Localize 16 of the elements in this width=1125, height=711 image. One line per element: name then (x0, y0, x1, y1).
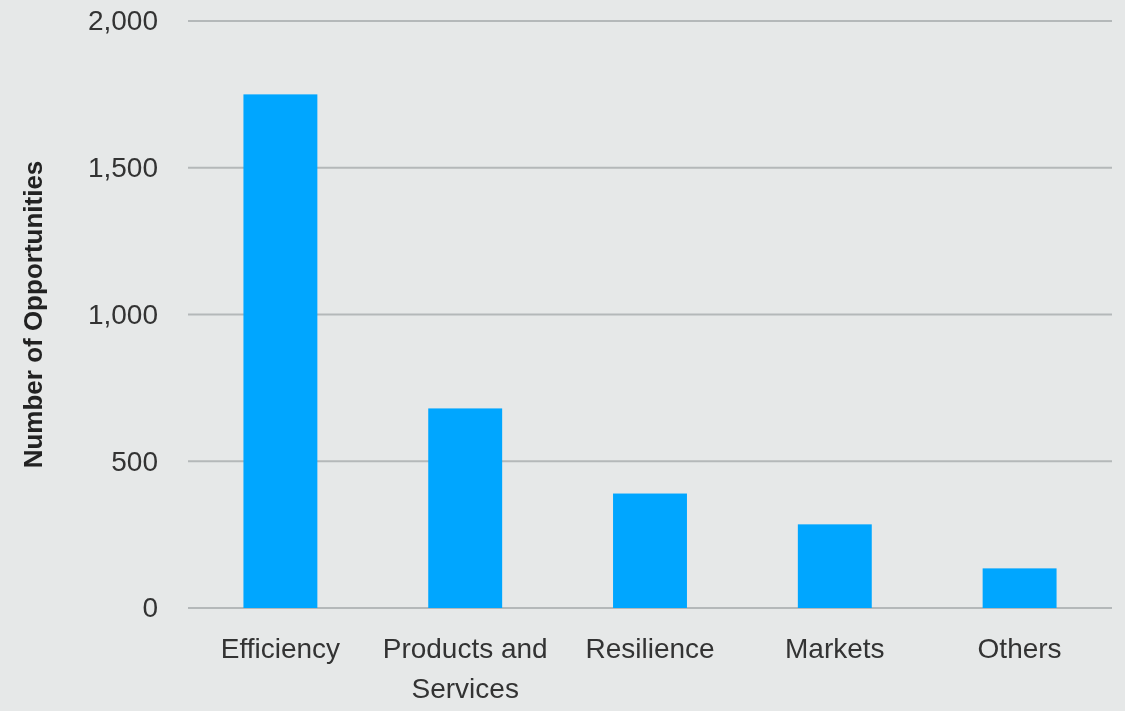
x-tick-label: Resilience (585, 632, 715, 664)
bar (797, 524, 872, 608)
y-axis-title: Number of Opportunities (18, 160, 48, 469)
bar (243, 94, 318, 608)
bar (613, 493, 687, 608)
x-tick-label: Efficiency (220, 632, 341, 664)
x-tick-label: Markets (785, 632, 885, 664)
y-tick-label: 0 (142, 592, 158, 624)
y-tick-label: 500 (111, 445, 158, 477)
y-tick-label: 1,000 (87, 298, 158, 330)
bar (428, 408, 503, 608)
bar (982, 568, 1057, 608)
x-tick-label: Others (977, 632, 1062, 664)
y-tick-label: 1,500 (87, 152, 158, 184)
x-tick-label: Products and Services (382, 632, 548, 705)
y-tick-label: 2,000 (87, 5, 158, 37)
